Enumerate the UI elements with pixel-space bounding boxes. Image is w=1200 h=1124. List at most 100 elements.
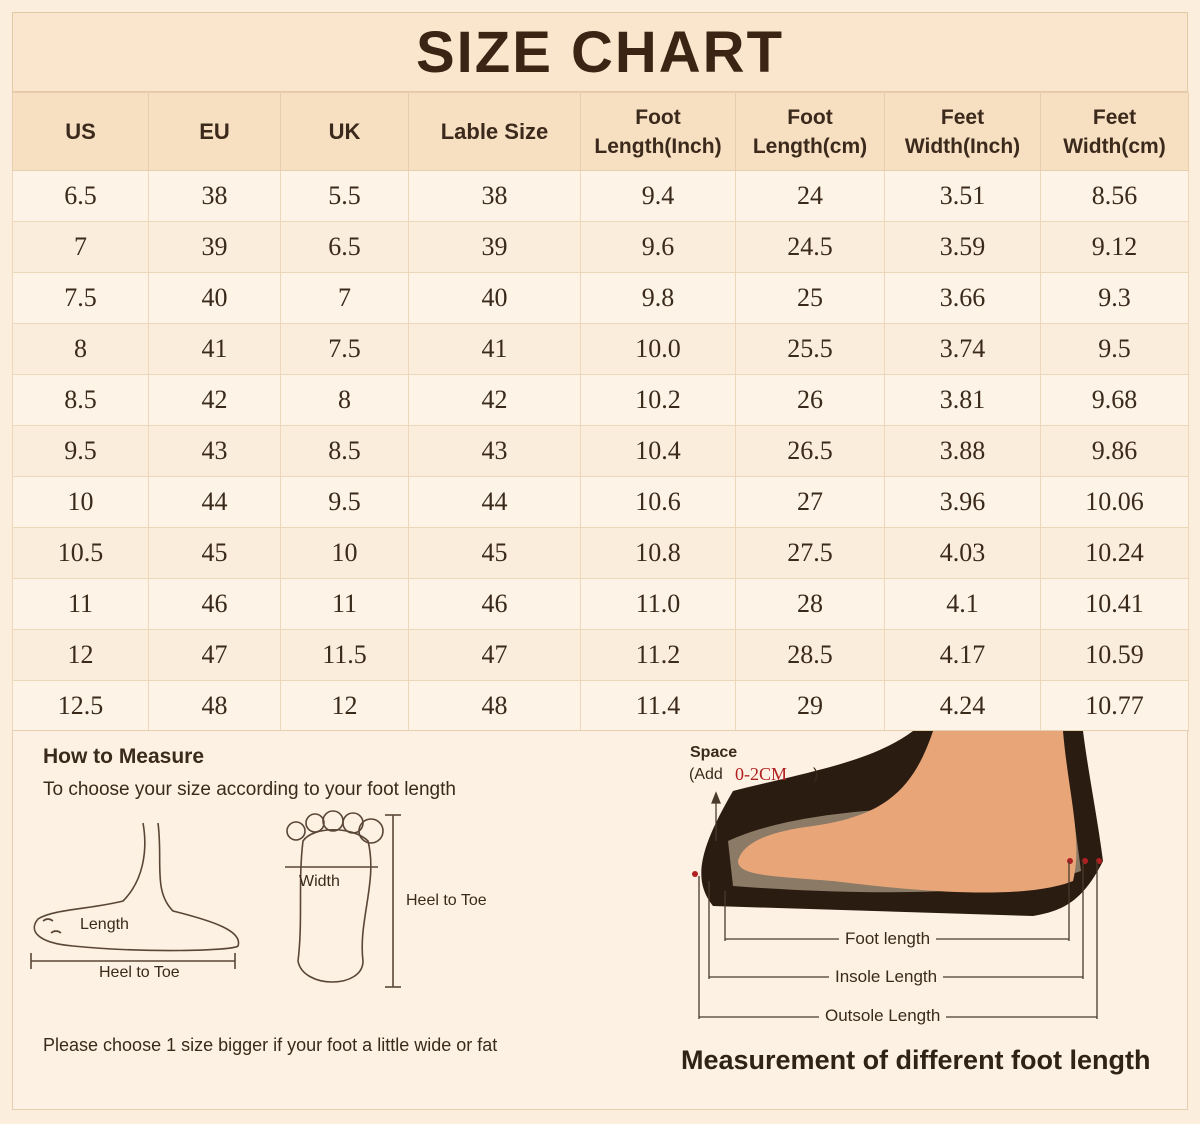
table-cell: 8: [12, 323, 149, 375]
table-cell: 44: [408, 476, 581, 528]
header-row: US EU UK Lable Size Foot Length(Inch) Foot Le…: [12, 92, 1189, 171]
table-cell: 39: [148, 221, 281, 273]
table-cell: 8.5: [12, 374, 149, 426]
add-prefix: (Add: [689, 766, 723, 783]
table-row: 6.5 38 5.5 38 9.4 24 3.51 8.56: [12, 170, 1189, 222]
column-header: US: [12, 92, 149, 171]
size-table: US EU UK Lable Size Foot Length(Inch) Foot Le…: [12, 92, 1189, 732]
table-cell: 4.24: [884, 680, 1041, 732]
table-cell: 3.88: [884, 425, 1041, 477]
add-suffix: ): [813, 766, 819, 783]
table-cell: 7.5: [12, 272, 149, 324]
table-cell: 10.24: [1040, 527, 1189, 579]
table-cell: 8.56: [1040, 170, 1189, 222]
table-body: 6.5 38 5.5 38 9.4 24 3.51 8.56 7 39 6.5 39 9.6 24.5 3.…: [12, 170, 1189, 732]
table-cell: 3.96: [884, 476, 1041, 528]
column-header: UK: [280, 92, 409, 171]
table-cell: 4.1: [884, 578, 1041, 630]
width-label: Width: [299, 873, 340, 890]
table-cell: 10.6: [580, 476, 736, 528]
table-row: 8 41 7.5 41 10.0 25.5 3.74 9.5: [12, 323, 1189, 375]
outsole-length-label: Outsole Length: [819, 1006, 947, 1026]
table-cell: 28: [735, 578, 885, 630]
table-cell: 44: [148, 476, 281, 528]
table-cell: 6.5: [280, 221, 409, 273]
column-header: Feet Width(cm): [1040, 92, 1189, 171]
table-cell: 10.4: [580, 425, 736, 477]
table-row: 12.5 48 12 48 11.4 29 4.24 10.77: [12, 680, 1189, 732]
add-value: 0-2CM: [735, 764, 788, 784]
table-row: 12 47 11.5 47 11.2 28.5 4.17 10.59: [12, 629, 1189, 681]
table-cell: 9.5: [1040, 323, 1189, 375]
table-cell: 10.0: [580, 323, 736, 375]
table-cell: 8: [280, 374, 409, 426]
table-cell: 11.2: [580, 629, 736, 681]
table-cell: 11.4: [580, 680, 736, 732]
table-cell: 8.5: [280, 425, 409, 477]
table-cell: 25: [735, 272, 885, 324]
table-cell: 10: [12, 476, 149, 528]
table-cell: 10.77: [1040, 680, 1189, 732]
table-cell: 26: [735, 374, 885, 426]
table-cell: 11.0: [580, 578, 736, 630]
table-cell: 48: [408, 680, 581, 732]
table-cell: 25.5: [735, 323, 885, 375]
insole-length-label: Insole Length: [829, 967, 944, 987]
table-cell: 45: [148, 527, 281, 579]
note: Please choose 1 size bigger if your foot…: [43, 1035, 498, 1055]
table-cell: 5.5: [280, 170, 409, 222]
table-cell: 9.86: [1040, 425, 1189, 477]
column-header: Foot Length(cm): [735, 92, 885, 171]
table-cell: 7: [12, 221, 149, 273]
table-cell: 27.5: [735, 527, 885, 579]
table-cell: 24: [735, 170, 885, 222]
table-cell: 38: [408, 170, 581, 222]
table-cell: 6.5: [12, 170, 149, 222]
table-cell: 7: [280, 272, 409, 324]
table-cell: 40: [408, 272, 581, 324]
table-cell: 45: [408, 527, 581, 579]
table-cell: 28.5: [735, 629, 885, 681]
table-row: 7 39 6.5 39 9.6 24.5 3.59 9.12: [12, 221, 1189, 273]
table-cell: 42: [408, 374, 581, 426]
table-cell: 27: [735, 476, 885, 528]
table-cell: 12: [280, 680, 409, 732]
table-cell: 41: [148, 323, 281, 375]
table-cell: 46: [148, 578, 281, 630]
table-cell: 24.5: [735, 221, 885, 273]
heel-to-toe-label: Heel to Toe: [406, 892, 487, 909]
subtitle: To choose your size according to your fo…: [43, 779, 456, 800]
column-header: Feet Width(Inch): [884, 92, 1041, 171]
table-cell: 11.5: [280, 629, 409, 681]
table-cell: 9.3: [1040, 272, 1189, 324]
table-row: 7.5 40 7 40 9.8 25 3.66 9.3: [12, 272, 1189, 324]
table-row: 9.5 43 8.5 43 10.4 26.5 3.88 9.86: [12, 425, 1189, 477]
diagram-caption: Measurement of different foot length: [681, 1045, 1151, 1075]
column-header: Lable Size: [408, 92, 581, 171]
table-cell: 43: [148, 425, 281, 477]
table-cell: 4.17: [884, 629, 1041, 681]
table-cell: 47: [408, 629, 581, 681]
table-cell: 4.03: [884, 527, 1041, 579]
table-row: 10 44 9.5 44 10.6 27 3.96 10.06: [12, 476, 1189, 528]
table-cell: 9.5: [280, 476, 409, 528]
table-cell: 11: [12, 578, 149, 630]
space-label: Space: [690, 744, 738, 761]
foot-length-label: Foot length: [839, 929, 937, 949]
table-cell: 9.68: [1040, 374, 1189, 426]
table-row: 10.5 45 10 45 10.8 27.5 4.03 10.24: [12, 527, 1189, 579]
table-cell: 9.4: [580, 170, 736, 222]
table-cell: 12: [12, 629, 149, 681]
table-cell: 11: [280, 578, 409, 630]
table-cell: 3.51: [884, 170, 1041, 222]
table-cell: 38: [148, 170, 281, 222]
table-cell: 9.6: [580, 221, 736, 273]
table-cell: 10: [280, 527, 409, 579]
column-header: Foot Length(Inch): [580, 92, 736, 171]
table-cell: 10.2: [580, 374, 736, 426]
table-cell: 3.66: [884, 272, 1041, 324]
table-cell: 39: [408, 221, 581, 273]
table-cell: 7.5: [280, 323, 409, 375]
title: SIZE CHART: [12, 12, 1188, 92]
